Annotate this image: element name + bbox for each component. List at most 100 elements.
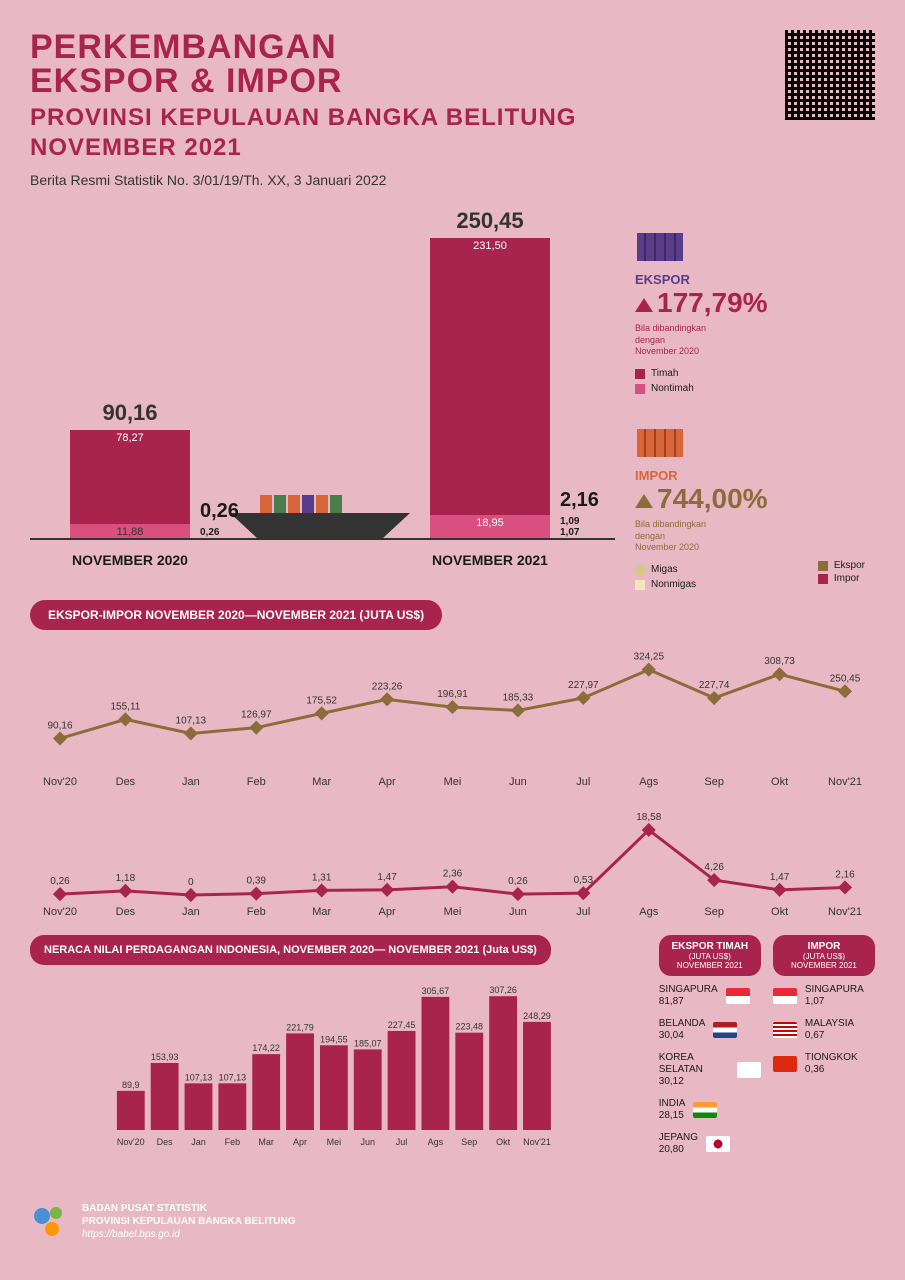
svg-text:Mei: Mei bbox=[444, 776, 462, 788]
svg-text:153,93: 153,93 bbox=[151, 1052, 179, 1062]
svg-text:1,47: 1,47 bbox=[377, 872, 397, 883]
svg-text:107,13: 107,13 bbox=[176, 716, 207, 727]
side-stats: EKSPOR 177,79% Bila dibandingkan dengan … bbox=[635, 208, 875, 590]
svg-text:Feb: Feb bbox=[247, 906, 266, 918]
svg-text:107,13: 107,13 bbox=[219, 1073, 247, 1083]
svg-text:Jun: Jun bbox=[509, 776, 527, 788]
footer: BADAN PUSAT STATISTIK PROVINSI KEPULAUAN… bbox=[30, 1191, 875, 1251]
svg-text:223,48: 223,48 bbox=[456, 1022, 484, 1032]
container-icon bbox=[635, 424, 685, 459]
ekspor-legend: TimahNontimah bbox=[635, 368, 875, 394]
svg-text:4,26: 4,26 bbox=[704, 862, 724, 873]
svg-text:0,26: 0,26 bbox=[50, 876, 70, 887]
neraca-bar-chart: 89,9Nov'20153,93Des107,13Jan107,13Feb174… bbox=[30, 975, 644, 1155]
svg-text:324,25: 324,25 bbox=[633, 652, 664, 663]
svg-text:Mei: Mei bbox=[444, 906, 462, 918]
svg-text:Jul: Jul bbox=[576, 776, 590, 788]
svg-text:Sep: Sep bbox=[704, 776, 724, 788]
release-info: Berita Resmi Statistik No. 3/01/19/Th. X… bbox=[30, 172, 875, 188]
svg-text:Nov'21: Nov'21 bbox=[828, 906, 862, 918]
svg-text:1,31: 1,31 bbox=[312, 873, 332, 884]
svg-text:Okt: Okt bbox=[771, 906, 788, 918]
svg-text:126,97: 126,97 bbox=[241, 710, 272, 721]
ekspor-countries: EKSPOR TIMAH (JUTA US$) NOVEMBER 2021 SI… bbox=[659, 935, 761, 1166]
ekspor-pct: 177,79% bbox=[635, 287, 875, 319]
stacked-bar-chart: 90,1611,8878,27250,4518,95231,50 NOVEMBE… bbox=[30, 208, 615, 578]
svg-text:0,26: 0,26 bbox=[508, 876, 528, 887]
ekspor-label: EKSPOR bbox=[635, 272, 875, 287]
container-icon bbox=[635, 228, 685, 263]
title-line1: PERKEMBANGAN bbox=[30, 30, 875, 64]
svg-text:2,36: 2,36 bbox=[443, 869, 463, 880]
svg-text:0,53: 0,53 bbox=[574, 875, 594, 886]
impor-pct: 744,00% bbox=[635, 483, 875, 515]
svg-text:1,47: 1,47 bbox=[770, 872, 790, 883]
ekspor-col-head: EKSPOR TIMAH (JUTA US$) NOVEMBER 2021 bbox=[659, 935, 761, 976]
line-legend: Ekspor Impor bbox=[818, 560, 865, 586]
svg-text:227,45: 227,45 bbox=[388, 1020, 416, 1030]
svg-text:Nov'20: Nov'20 bbox=[117, 1137, 145, 1147]
svg-text:Apr: Apr bbox=[379, 776, 396, 788]
svg-text:Jun: Jun bbox=[360, 1137, 375, 1147]
legend-impor-swatch bbox=[818, 574, 828, 584]
svg-text:Nov'21: Nov'21 bbox=[523, 1137, 551, 1147]
svg-text:194,55: 194,55 bbox=[320, 1035, 348, 1045]
bar-group: 250,4518,95231,50 bbox=[430, 208, 550, 538]
country-row: INDIA28,15 bbox=[659, 1098, 761, 1122]
svg-text:Jul: Jul bbox=[576, 906, 590, 918]
impor-note: Bila dibandingkan dengan November 2020 bbox=[635, 519, 875, 554]
line-section: EKSPOR-IMPOR NOVEMBER 2020—NOVEMBER 2021… bbox=[30, 590, 875, 920]
country-row: KOREA SELATAN30,12 bbox=[659, 1052, 761, 1088]
impor-line-chart: 0,26Nov'201,18Des0Jan0,39Feb1,31Mar1,47A… bbox=[30, 800, 875, 920]
svg-text:107,13: 107,13 bbox=[185, 1073, 213, 1083]
ekspor-note: Bila dibandingkan dengan November 2020 bbox=[635, 323, 875, 358]
country-row: TIONGKOK0,36 bbox=[773, 1052, 875, 1076]
svg-text:Jan: Jan bbox=[191, 1137, 206, 1147]
country-row: BELANDA30,04 bbox=[659, 1018, 761, 1042]
svg-text:Jan: Jan bbox=[182, 776, 200, 788]
svg-text:18,58: 18,58 bbox=[636, 812, 661, 823]
svg-text:Apr: Apr bbox=[293, 1137, 307, 1147]
impor-countries: IMPOR (JUTA US$) NOVEMBER 2021 SINGAPURA… bbox=[773, 935, 875, 1166]
svg-text:Mar: Mar bbox=[312, 776, 331, 788]
svg-text:227,74: 227,74 bbox=[699, 680, 730, 691]
svg-text:250,45: 250,45 bbox=[830, 673, 861, 684]
svg-text:0: 0 bbox=[188, 877, 194, 888]
svg-text:223,26: 223,26 bbox=[372, 681, 403, 692]
ekspor-line-chart: 90,16Nov'20155,11Des107,13Jan126,97Feb17… bbox=[30, 640, 875, 790]
bar-group: 90,1611,8878,27 bbox=[70, 400, 190, 538]
svg-text:175,52: 175,52 bbox=[306, 696, 337, 707]
svg-text:221,79: 221,79 bbox=[286, 1023, 314, 1033]
svg-text:248,29: 248,29 bbox=[523, 1011, 551, 1021]
svg-text:Okt: Okt bbox=[496, 1137, 511, 1147]
svg-text:Jun: Jun bbox=[509, 906, 527, 918]
ship-illustration bbox=[230, 478, 410, 538]
svg-text:Feb: Feb bbox=[247, 776, 266, 788]
svg-text:Ags: Ags bbox=[639, 776, 658, 788]
svg-text:Ags: Ags bbox=[639, 906, 658, 918]
svg-text:1,18: 1,18 bbox=[116, 873, 136, 884]
svg-text:Sep: Sep bbox=[461, 1137, 477, 1147]
title-line2: EKSPOR & IMPOR bbox=[30, 64, 875, 98]
svg-text:155,11: 155,11 bbox=[110, 702, 140, 713]
country-row: SINGAPURA1,07 bbox=[773, 984, 875, 1008]
svg-text:Jul: Jul bbox=[396, 1137, 408, 1147]
bps-logo-icon bbox=[30, 1201, 70, 1241]
svg-text:307,26: 307,26 bbox=[489, 986, 517, 996]
footer-text: BADAN PUSAT STATISTIK PROVINSI KEPULAUAN… bbox=[82, 1202, 296, 1241]
neraca-title: NERACA NILAI PERDAGANGAN INDONESIA, NOVE… bbox=[30, 935, 551, 965]
country-row: SINGAPURA81,87 bbox=[659, 984, 761, 1008]
svg-text:Apr: Apr bbox=[379, 906, 396, 918]
svg-text:185,07: 185,07 bbox=[354, 1039, 382, 1049]
svg-text:174,22: 174,22 bbox=[252, 1044, 280, 1054]
svg-text:Ags: Ags bbox=[428, 1137, 444, 1147]
impor-label: IMPOR bbox=[635, 468, 875, 483]
svg-text:Mar: Mar bbox=[312, 906, 331, 918]
country-row: JEPANG20,80 bbox=[659, 1132, 761, 1156]
svg-text:Des: Des bbox=[116, 906, 136, 918]
svg-text:90,16: 90,16 bbox=[47, 721, 72, 732]
top-section: 90,1611,8878,27250,4518,95231,50 NOVEMBE… bbox=[30, 208, 875, 590]
infographic-page: PERKEMBANGAN EKSPOR & IMPOR PROVINSI KEP… bbox=[0, 0, 905, 1271]
line-section-title: EKSPOR-IMPOR NOVEMBER 2020—NOVEMBER 2021… bbox=[30, 600, 442, 630]
svg-text:196,91: 196,91 bbox=[437, 689, 468, 700]
